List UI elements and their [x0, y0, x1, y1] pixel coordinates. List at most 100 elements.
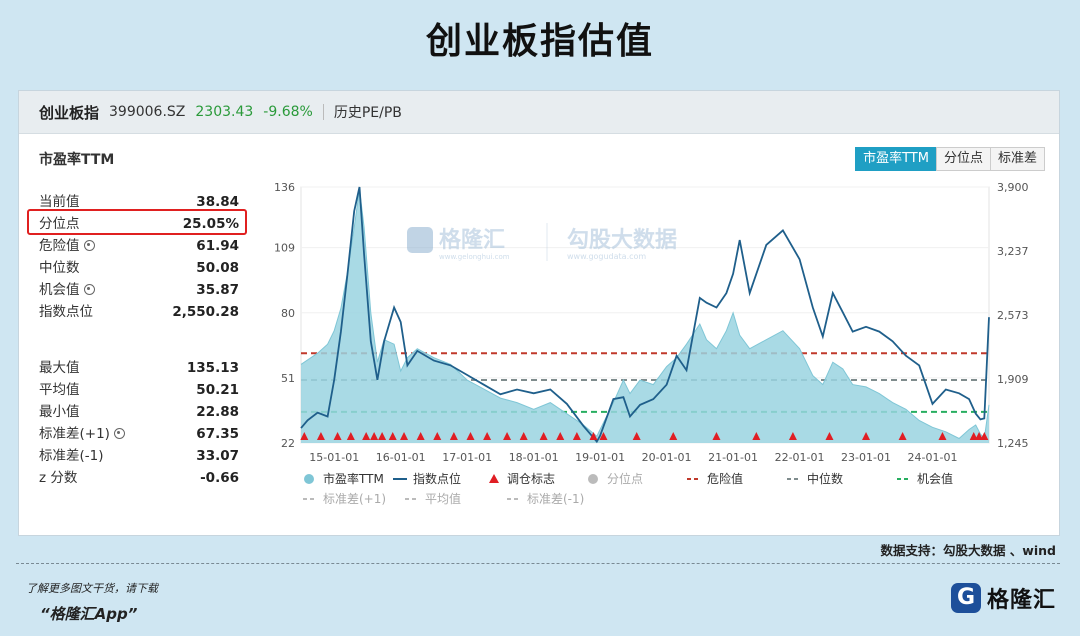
gelonghui-watermark-logo	[407, 227, 433, 253]
brand-logo: G 格隆汇	[950, 582, 1056, 614]
rebalance-marker	[599, 432, 608, 440]
stat-value: -0.66	[200, 470, 239, 486]
index-level-line	[300, 186, 990, 444]
y-left-tick: 22	[281, 437, 295, 450]
percentile-highlight-box	[27, 209, 247, 235]
stat-value: 22.88	[196, 404, 239, 420]
legend-label: 标准差(-1)	[527, 492, 584, 506]
legend-item: 分位点	[588, 471, 643, 486]
legend-item: 中位数	[787, 471, 843, 486]
stat-row-z-score: z 分数 -0.66	[39, 467, 239, 489]
x-tick: 17-01-01	[442, 451, 492, 464]
stat-value: 35.87	[196, 282, 239, 298]
pe-valuation-chart: 22 51 80 109 136 1,245 1,909 2,573 3,237 3,900 15-…	[274, 181, 1029, 506]
index-name: 创业板指	[39, 103, 100, 122]
rebalance-marker	[433, 432, 442, 440]
stat-value: 61.94	[196, 238, 239, 254]
gear-icon[interactable]	[113, 428, 125, 439]
stat-label: 当前值	[39, 194, 80, 210]
stat-row-mean: 平均值 50.21	[39, 379, 239, 401]
rebalance-marker	[378, 432, 387, 440]
stat-label-wrap: 危险值	[39, 235, 95, 257]
metric-tabs: 市盈率TTM 分位点 标准差	[855, 147, 1045, 171]
history-pe-pb-link[interactable]: 历史PE/PB	[333, 105, 402, 121]
tab-pe-ttm[interactable]: 市盈率TTM	[855, 147, 937, 171]
x-tick: 16-01-01	[376, 451, 426, 464]
x-tick: 24-01-01	[908, 451, 958, 464]
rebalance-marker	[938, 432, 947, 440]
legend-label: 调仓标志	[507, 472, 555, 486]
stat-row-max: 最大值 135.13	[39, 357, 239, 379]
stat-value: 2,550.28	[172, 304, 239, 320]
valuation-card: 创业板指 399006.SZ 2303.43 -9.68% 历史PE/PB 市盈…	[18, 90, 1060, 536]
rebalance-marker	[539, 432, 548, 440]
tab-percentile[interactable]: 分位点	[935, 147, 991, 171]
y-right-tick: 2,573	[997, 309, 1029, 322]
stat-row-percentile: 分位点 25.05%	[39, 213, 239, 235]
legend-item: 平均值	[405, 491, 461, 506]
y-right-tick: 1,245	[997, 437, 1029, 450]
legend-item: 机会值	[897, 471, 953, 486]
index-change: -9.68%	[263, 104, 313, 120]
x-tick: 22-01-01	[775, 451, 825, 464]
rebalance-marker	[519, 432, 528, 440]
rebalance-marker	[556, 432, 565, 440]
rebalance-marker	[969, 432, 978, 440]
rebalance-marker	[825, 432, 834, 440]
gear-icon[interactable]	[83, 240, 95, 251]
y-left-tick: 80	[281, 307, 295, 320]
stat-value: 50.21	[196, 382, 239, 398]
rebalance-marker	[300, 432, 309, 440]
x-tick: 23-01-01	[841, 451, 891, 464]
rebalance-marker	[980, 432, 989, 440]
brand-name: 格隆汇	[986, 588, 1056, 613]
gear-icon[interactable]	[83, 284, 95, 295]
rebalance-marker	[862, 432, 871, 440]
legend-item: 市盈率TTM	[304, 471, 384, 486]
stat-row-std-plus: 标准差(+1) 67.35	[39, 423, 239, 445]
header-divider	[322, 104, 324, 120]
stat-label: 危险值	[39, 238, 80, 254]
rebalance-marker	[788, 432, 797, 440]
legend-marker	[588, 474, 598, 484]
legend-label: 中位数	[807, 471, 843, 486]
index-header: 创业板指 399006.SZ 2303.43 -9.68% 历史PE/PB	[19, 91, 1059, 134]
stat-value: 67.35	[196, 426, 239, 442]
page-title: 创业板指估值	[425, 21, 654, 62]
stat-value: 38.84	[196, 194, 239, 210]
watermark: 格隆汇 www.gelonghui.com 勾股大数据 www.gogudata…	[407, 223, 677, 261]
x-tick: 18-01-01	[509, 451, 559, 464]
legend-item: 危险值	[687, 471, 743, 486]
stat-row-danger: 危险值 61.94	[39, 235, 239, 257]
y-left-tick: 109	[274, 242, 295, 255]
rebalance-marker	[669, 432, 678, 440]
y-right-tick: 3,900	[997, 181, 1029, 194]
data-source: 数据支持：勾股大数据 、wind	[880, 543, 1056, 558]
metric-title: 市盈率TTM	[39, 152, 115, 168]
rebalance-marker	[483, 432, 492, 440]
legend-label: 标准差(+1)	[323, 492, 386, 506]
rebalance-marker	[416, 432, 425, 440]
legend-marker	[304, 474, 314, 484]
legend-label: 指数点位	[413, 471, 461, 486]
legend-item: 标准差(+1)	[303, 492, 386, 506]
stat-value: 25.05%	[182, 216, 239, 232]
rebalance-marker	[712, 432, 721, 440]
stat-row-index-level: 指数点位 2,550.28	[39, 301, 239, 323]
chart-axes: 22 51 80 109 136 1,245 1,909 2,573 3,237 3,900 15-…	[274, 181, 1029, 464]
rebalance-marker	[388, 432, 397, 440]
x-tick: 20-01-01	[642, 451, 692, 464]
watermark-right-sub: www.gogudata.com	[567, 252, 646, 261]
pe-ttm-line	[300, 189, 990, 440]
x-tick: 19-01-01	[575, 451, 625, 464]
rebalance-marker	[752, 432, 761, 440]
rebalance-marker	[589, 432, 598, 440]
stat-label: 中位数	[39, 260, 80, 276]
legend-marker	[489, 474, 499, 483]
rebalance-marker	[400, 432, 409, 440]
stat-label: 标准差(-1)	[39, 448, 104, 464]
stat-label: 最小值	[39, 404, 80, 420]
tab-std-dev[interactable]: 标准差	[989, 147, 1045, 171]
stat-row-median: 中位数 50.08	[39, 257, 239, 279]
